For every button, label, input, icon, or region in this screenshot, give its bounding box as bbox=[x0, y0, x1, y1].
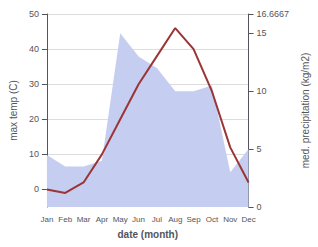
svg-text:20: 20 bbox=[29, 114, 39, 124]
svg-text:50: 50 bbox=[29, 9, 39, 19]
svg-text:Oct: Oct bbox=[206, 215, 219, 224]
svg-text:0: 0 bbox=[257, 202, 262, 212]
svg-text:Sep: Sep bbox=[186, 215, 201, 224]
svg-text:30: 30 bbox=[29, 79, 39, 89]
svg-text:max temp (C): max temp (C) bbox=[8, 80, 19, 141]
svg-text:date (month): date (month) bbox=[117, 229, 178, 240]
svg-text:10: 10 bbox=[257, 86, 267, 96]
svg-text:Aug: Aug bbox=[168, 215, 182, 224]
svg-text:med. precipitation (kg/m2): med. precipitation (kg/m2) bbox=[300, 53, 311, 169]
svg-text:May: May bbox=[113, 215, 128, 224]
svg-text:16.6667: 16.6667 bbox=[257, 9, 290, 19]
svg-text:5: 5 bbox=[257, 144, 262, 154]
svg-text:Apr: Apr bbox=[96, 215, 109, 224]
svg-text:Dec: Dec bbox=[241, 215, 255, 224]
svg-text:Mar: Mar bbox=[77, 215, 91, 224]
svg-text:40: 40 bbox=[29, 44, 39, 54]
svg-text:10: 10 bbox=[29, 149, 39, 159]
svg-text:15: 15 bbox=[257, 28, 267, 38]
svg-text:Jul: Jul bbox=[152, 215, 162, 224]
svg-text:Nov: Nov bbox=[223, 215, 237, 224]
svg-text:Feb: Feb bbox=[58, 215, 72, 224]
svg-text:Jun: Jun bbox=[132, 215, 145, 224]
svg-text:0: 0 bbox=[34, 184, 39, 194]
svg-text:Jan: Jan bbox=[40, 215, 53, 224]
